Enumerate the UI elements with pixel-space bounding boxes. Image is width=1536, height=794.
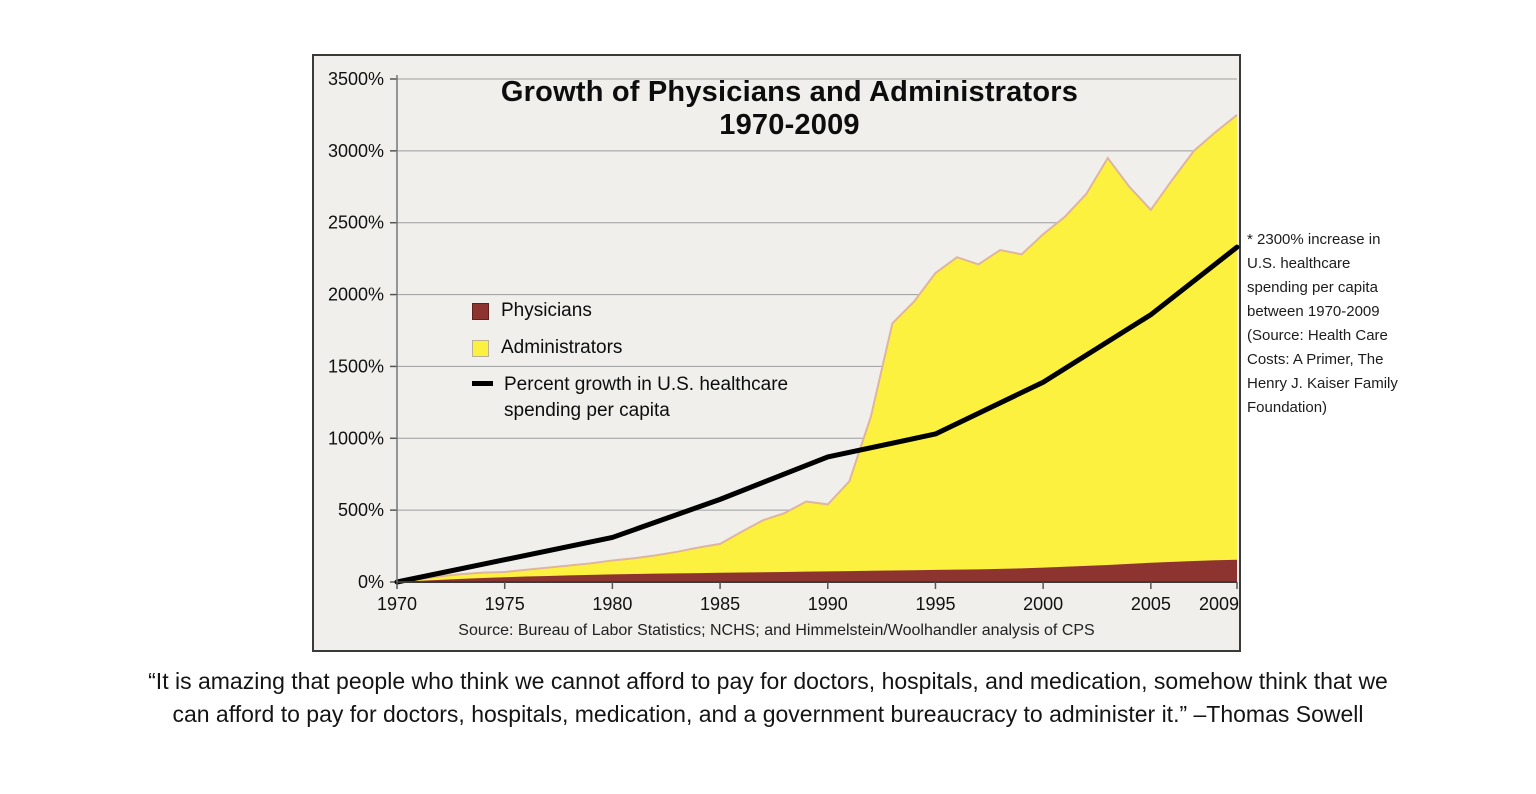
x-axis-label: 1985 (700, 594, 740, 614)
legend-color-swatch (472, 339, 489, 357)
x-axis-label: 1975 (485, 594, 525, 614)
y-axis-label: 2000% (328, 285, 384, 305)
y-axis-label: 0% (358, 572, 384, 592)
spending-growth-line (394, 244, 1240, 585)
legend-label: Administrators (501, 337, 623, 358)
growth-chart: 0% 500% 1000% 1500% 2000% 2500% 3000% 3500% 1970… (312, 54, 1241, 652)
source-text: Source: Bureau of Labor Statistics; NCHS… (458, 622, 1095, 639)
legend: Physicians Administrators Percent growth i… (472, 298, 826, 435)
x-axis-label: 2005 (1131, 594, 1171, 614)
x-axis-label: 1995 (915, 594, 955, 614)
y-axis-label: 2500% (328, 213, 384, 233)
y-axis-label: 3000% (328, 141, 384, 161)
y-axis-label: 1500% (328, 356, 384, 376)
legend-line-swatch (472, 381, 493, 386)
spending-increase-annotation: * 2300% increase in U.S. healthcare spen… (1247, 231, 1398, 416)
legend-label: Physicians (501, 300, 592, 321)
legend-item-administrators: Administrators (472, 335, 826, 361)
quote-line1: “It is amazing that people who think we … (148, 668, 1388, 694)
legend-item-percent: Percent growth in U.S. healthcare spendi… (472, 372, 826, 424)
administrators-area-edge (396, 114, 1238, 583)
legend-item-physicians: Physicians (472, 298, 826, 324)
chart-title: Growth of Physicians and Administrators … (340, 76, 1239, 142)
legend-color-swatch (472, 302, 489, 320)
plot-area: 0% 500% 1000% 1500% 2000% 2500% 3000% 3500% 1970… (328, 69, 1240, 614)
y-axis-label: 1000% (328, 428, 384, 448)
x-axis-label: 1990 (808, 594, 848, 614)
quote-line2: can afford to pay for doctors, hospitals… (172, 701, 1364, 727)
y-axis-label: 3500% (328, 69, 384, 89)
x-axis-label: 1970 (377, 594, 417, 614)
chart-title-line2: 1970-2009 (719, 109, 860, 141)
physicians-area (397, 559, 1237, 582)
x-axis-label: 1980 (592, 594, 632, 614)
thomas-sowell-quote: “It is amazing that people who think we … (40, 665, 1496, 731)
y-axis-label: 500% (338, 500, 384, 520)
x-axis-label: 2009 (1199, 594, 1239, 614)
x-axis-label: 2000 (1023, 594, 1063, 614)
legend-label: Percent growth in U.S. healthcare spendi… (504, 374, 789, 421)
administrators-area (397, 114, 1237, 582)
chart-title-line1: Growth of Physicians and Administrators (500, 76, 1079, 108)
